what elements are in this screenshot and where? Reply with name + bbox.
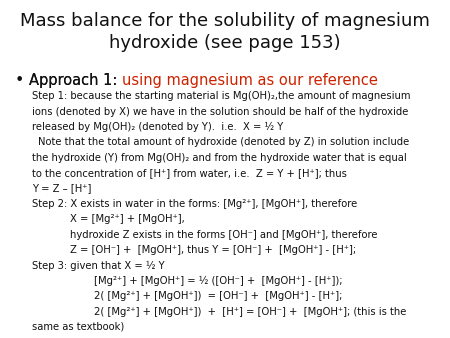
Text: Approach 1:: Approach 1: (29, 73, 122, 88)
Text: hydroxide (see page 153): hydroxide (see page 153) (109, 34, 341, 52)
Text: Mass balance for the solubility of magnesium: Mass balance for the solubility of magne… (20, 12, 430, 30)
Text: Note that the total amount of hydroxide (denoted by Z) in solution include: Note that the total amount of hydroxide … (38, 138, 410, 147)
Text: the hydroxide (Y) from Mg(OH)₂ and from the hydroxide water that is equal: the hydroxide (Y) from Mg(OH)₂ and from … (32, 153, 407, 163)
Text: Step 3: given that X = ½ Y: Step 3: given that X = ½ Y (32, 260, 165, 270)
Text: [Mg²⁺] + [MgOH⁺] = ½ ([OH⁻] +  [MgOH⁺] - [H⁺]);: [Mg²⁺] + [MgOH⁺] = ½ ([OH⁻] + [MgOH⁺] - … (94, 276, 343, 286)
Text: to the concentration of [H⁺] from water, i.e.  Z = Y + [H⁺]; thus: to the concentration of [H⁺] from water,… (32, 168, 347, 178)
Text: ions (denoted by X) we have in the solution should be half of the hydroxide: ions (denoted by X) we have in the solut… (32, 107, 409, 117)
Text: •: • (14, 73, 24, 88)
Text: Approach 1:: Approach 1: (29, 73, 122, 88)
Text: released by Mg(OH)₂ (denoted by Y).  i.e.  X = ½ Y: released by Mg(OH)₂ (denoted by Y). i.e.… (32, 122, 284, 132)
Text: 2( [Mg²⁺] + [MgOH⁺])  +  [H⁺] = [OH⁻] +  [MgOH⁺]; (this is the: 2( [Mg²⁺] + [MgOH⁺]) + [H⁺] = [OH⁻] + [M… (94, 307, 407, 317)
Text: 2( [Mg²⁺] + [MgOH⁺])  = [OH⁻] +  [MgOH⁺] - [H⁺];: 2( [Mg²⁺] + [MgOH⁺]) = [OH⁻] + [MgOH⁺] -… (94, 291, 343, 301)
Text: Step 2: X exists in water in the forms: [Mg²⁺], [MgOH⁺], therefore: Step 2: X exists in water in the forms: … (32, 199, 358, 209)
Text: Z = [OH⁻] +  [MgOH⁺], thus Y = [OH⁻] +  [MgOH⁺] - [H⁺];: Z = [OH⁻] + [MgOH⁺], thus Y = [OH⁻] + [M… (70, 245, 356, 255)
Text: hydroxide Z exists in the forms [OH⁻] and [MgOH⁺], therefore: hydroxide Z exists in the forms [OH⁻] an… (70, 230, 377, 240)
Text: X = [Mg²⁺] + [MgOH⁺],: X = [Mg²⁺] + [MgOH⁺], (70, 214, 184, 224)
Text: using magnesium as our reference: using magnesium as our reference (122, 73, 378, 88)
Text: same as textbook): same as textbook) (32, 322, 125, 332)
Text: Y = Z – [H⁺]: Y = Z – [H⁺] (32, 184, 92, 194)
Text: Step 1: because the starting material is Mg(OH)₂,the amount of magnesium: Step 1: because the starting material is… (32, 91, 411, 101)
